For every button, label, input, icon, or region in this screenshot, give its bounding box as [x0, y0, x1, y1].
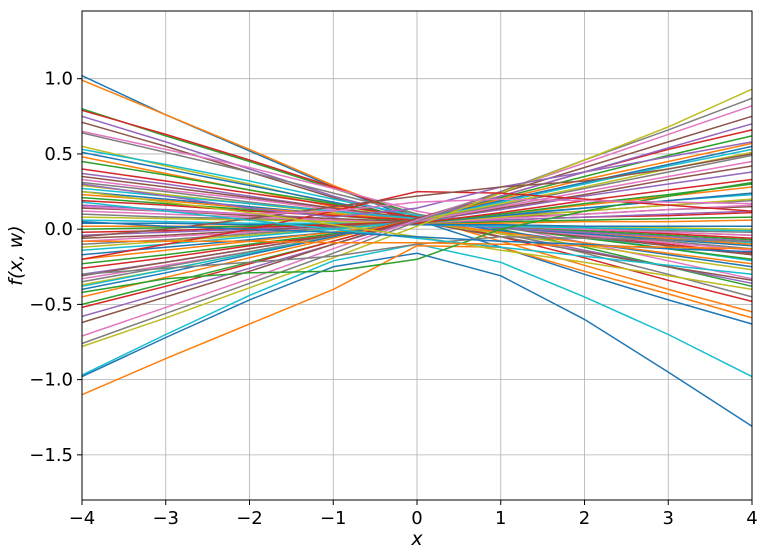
ticks: −4 −3 −2 −1 0 1 2 3 4 −1.5 −1.0 −0.5 0.0 0.5 1.0 — [29, 69, 757, 529]
x-tick-label: 3 — [663, 508, 674, 529]
series-line — [81, 244, 753, 396]
series-line — [81, 153, 753, 238]
series-line — [81, 178, 753, 270]
series-line — [81, 105, 753, 337]
x-tick-label: −4 — [69, 508, 96, 529]
series-line — [81, 115, 753, 324]
series-line — [81, 168, 753, 254]
y-tick-label: 1.0 — [44, 69, 73, 90]
x-tick-label: −2 — [236, 508, 263, 529]
y-tick-label: 0.5 — [44, 144, 73, 165]
x-axis-label: x — [410, 528, 423, 550]
y-tick-label: −1.5 — [29, 445, 73, 466]
series-line — [81, 130, 753, 280]
y-tick-label: −1.0 — [29, 370, 73, 391]
series-line — [81, 201, 753, 276]
x-tick-label: −1 — [320, 508, 347, 529]
x-tick-label: −3 — [152, 508, 179, 529]
x-tick-label: 0 — [411, 508, 422, 529]
y-tick-label: 0.0 — [44, 219, 73, 240]
series-line — [81, 190, 753, 261]
series-line — [81, 132, 753, 298]
series-line — [81, 235, 753, 276]
series-line — [81, 97, 753, 345]
series-line — [81, 88, 753, 348]
series-line — [82, 240, 753, 250]
series-line — [81, 198, 753, 215]
y-tick-label: −0.5 — [29, 294, 73, 315]
series-line — [82, 222, 752, 227]
x-tick-label: 2 — [579, 508, 590, 529]
x-tick-label: 1 — [495, 508, 506, 529]
y-axis-label: f(x, w) — [5, 225, 27, 285]
series-line — [81, 252, 753, 427]
series-line — [81, 141, 753, 218]
x-tick-label: 4 — [746, 508, 757, 529]
series-layer — [81, 75, 753, 427]
